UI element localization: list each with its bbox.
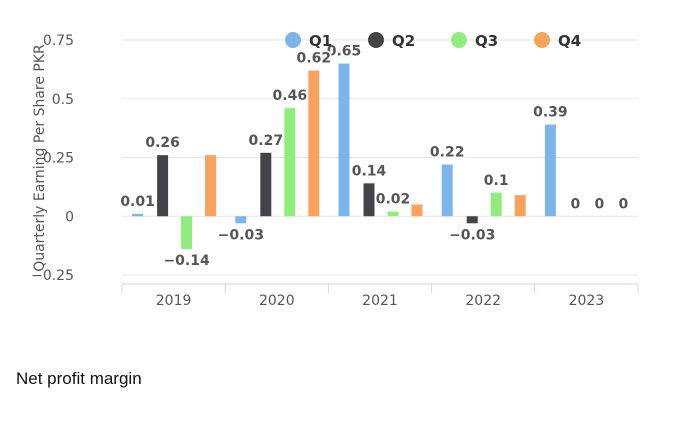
data-label: −0.14 xyxy=(163,253,210,269)
bar-q3 xyxy=(284,108,296,217)
data-label: 0.01 xyxy=(120,194,155,210)
data-label: 0 xyxy=(571,196,581,212)
y-tick-label: −0.25 xyxy=(31,268,74,284)
data-label: 0.1 xyxy=(484,173,509,189)
bar-q2 xyxy=(157,155,169,217)
bar-q4 xyxy=(308,70,320,217)
data-label: 0 xyxy=(595,196,605,212)
legend-marker-q2 xyxy=(368,32,384,48)
x-tick-label: 2019 xyxy=(156,293,192,309)
data-label: 0.65 xyxy=(327,44,362,60)
bar-q1 xyxy=(132,213,144,217)
data-label: 0.27 xyxy=(249,133,284,149)
data-label: −0.03 xyxy=(218,227,264,243)
bar-q1 xyxy=(544,124,556,217)
data-label: 0.14 xyxy=(352,163,387,179)
bar-q2 xyxy=(466,216,478,224)
bar-q1 xyxy=(441,164,453,217)
caption-text: Net profit margin xyxy=(16,369,142,388)
bar-q2 xyxy=(363,183,375,217)
legend-marker-q4 xyxy=(534,32,550,48)
y-tick-label: 0.25 xyxy=(43,151,74,167)
legend-label-q2: Q2 xyxy=(392,32,415,50)
legend-marker-q1 xyxy=(285,32,301,48)
bar-q4 xyxy=(205,155,217,217)
legend-marker-q3 xyxy=(451,32,467,48)
bar-q1 xyxy=(338,63,350,217)
legend-label-q3: Q3 xyxy=(475,32,498,50)
x-tick-label: 2022 xyxy=(465,293,501,309)
bar-q3 xyxy=(490,192,502,217)
legend-label-q4: Q4 xyxy=(558,32,581,50)
bar-q3 xyxy=(181,216,193,250)
bar-q1 xyxy=(235,216,247,224)
y-axis-title: Quarterly Earning Per Share PKR xyxy=(32,44,48,272)
data-label: 0 xyxy=(619,196,629,212)
legend-label-q1: Q1 xyxy=(309,32,332,50)
x-tick-label: 2021 xyxy=(362,293,398,309)
x-tick-label: 2023 xyxy=(569,293,605,309)
x-tick-label: 2020 xyxy=(259,293,295,309)
bar-q4 xyxy=(411,204,423,217)
y-tick-label: 0.75 xyxy=(43,33,74,49)
data-label: −0.03 xyxy=(449,227,495,243)
bar-q2 xyxy=(260,152,272,217)
data-label: 0.39 xyxy=(533,105,568,121)
bar-q4 xyxy=(514,195,526,217)
y-tick-label: 0.5 xyxy=(52,92,74,108)
y-tick-label: 0 xyxy=(65,209,74,225)
data-label: 0.02 xyxy=(376,192,411,208)
bar-q3 xyxy=(387,211,399,217)
data-label: 0.46 xyxy=(273,88,308,104)
data-label: 0.22 xyxy=(430,145,465,161)
data-label: 0.62 xyxy=(297,51,332,67)
data-label: 0.26 xyxy=(145,135,180,151)
